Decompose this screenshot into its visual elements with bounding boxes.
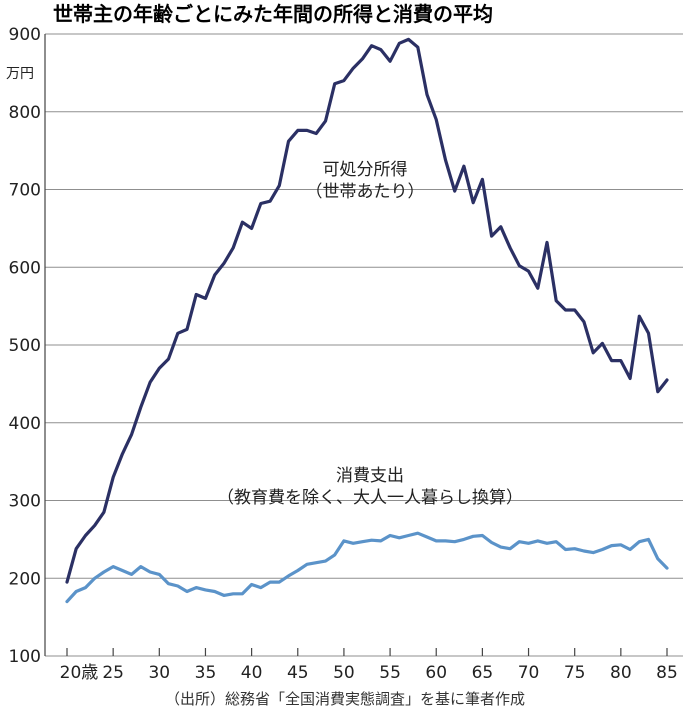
y-tick-label: 300 bbox=[9, 492, 41, 512]
y-tick-label: 700 bbox=[9, 181, 41, 201]
series-label-consumption-line2: （教育費を除く、大人一人暮らし換算） bbox=[217, 488, 523, 508]
y-tick-label: 800 bbox=[9, 103, 41, 123]
x-tick-label: 30 bbox=[148, 663, 170, 683]
x-tick-label: 25 bbox=[102, 663, 124, 683]
series-label-income: 可処分所得 （世帯あたり） bbox=[306, 160, 425, 202]
y-tick-label: 500 bbox=[9, 336, 41, 356]
y-tick-label: 600 bbox=[9, 258, 41, 278]
x-axis: 20歳 25 30 35 40 45 50 55 60 65 70 75 80 85 bbox=[60, 648, 678, 683]
series-label-income-line2: （世帯あたり） bbox=[306, 182, 425, 202]
series-label-income-line1: 可処分所得 bbox=[323, 160, 408, 180]
y-tick-label: 100 bbox=[9, 647, 41, 667]
x-tick-label: 80 bbox=[610, 663, 632, 683]
y-tick-label: 400 bbox=[9, 414, 41, 434]
source-note: （出所）総務省「全国消費実態調査」を基に筆者作成 bbox=[165, 690, 525, 708]
x-tick-label: 75 bbox=[564, 663, 586, 683]
gridlines bbox=[45, 33, 683, 657]
x-tick-label: 60 bbox=[425, 663, 447, 683]
series-label-consumption: 消費支出 （教育費を除く、大人一人暮らし換算） bbox=[217, 466, 523, 508]
x-tick-label: 55 bbox=[379, 663, 401, 683]
x-tick-label: 65 bbox=[472, 663, 494, 683]
x-tick-label: 70 bbox=[518, 663, 540, 683]
x-tick-label: 40 bbox=[241, 663, 263, 683]
x-tick-label: 85 bbox=[656, 663, 678, 683]
y-tick-label: 900 bbox=[9, 25, 41, 45]
series-income-line bbox=[65, 37, 669, 584]
chart-title: 世帯主の年齢ごとにみた年間の所得と消費の平均 bbox=[53, 2, 493, 26]
x-tick-label: 20歳 bbox=[60, 663, 99, 683]
y-tick-label: 200 bbox=[9, 569, 41, 589]
x-tick-label: 35 bbox=[195, 663, 217, 683]
x-tick-label: 45 bbox=[287, 663, 309, 683]
series-consumption-line bbox=[65, 531, 669, 604]
x-tick-label: 50 bbox=[333, 663, 355, 683]
plot-area bbox=[65, 37, 669, 604]
y-axis-unit: 万円 bbox=[6, 66, 34, 82]
y-axis: 100 200 300 400 500 600 700 800 900 bbox=[9, 25, 46, 667]
series-label-consumption-line1: 消費支出 bbox=[336, 466, 404, 486]
